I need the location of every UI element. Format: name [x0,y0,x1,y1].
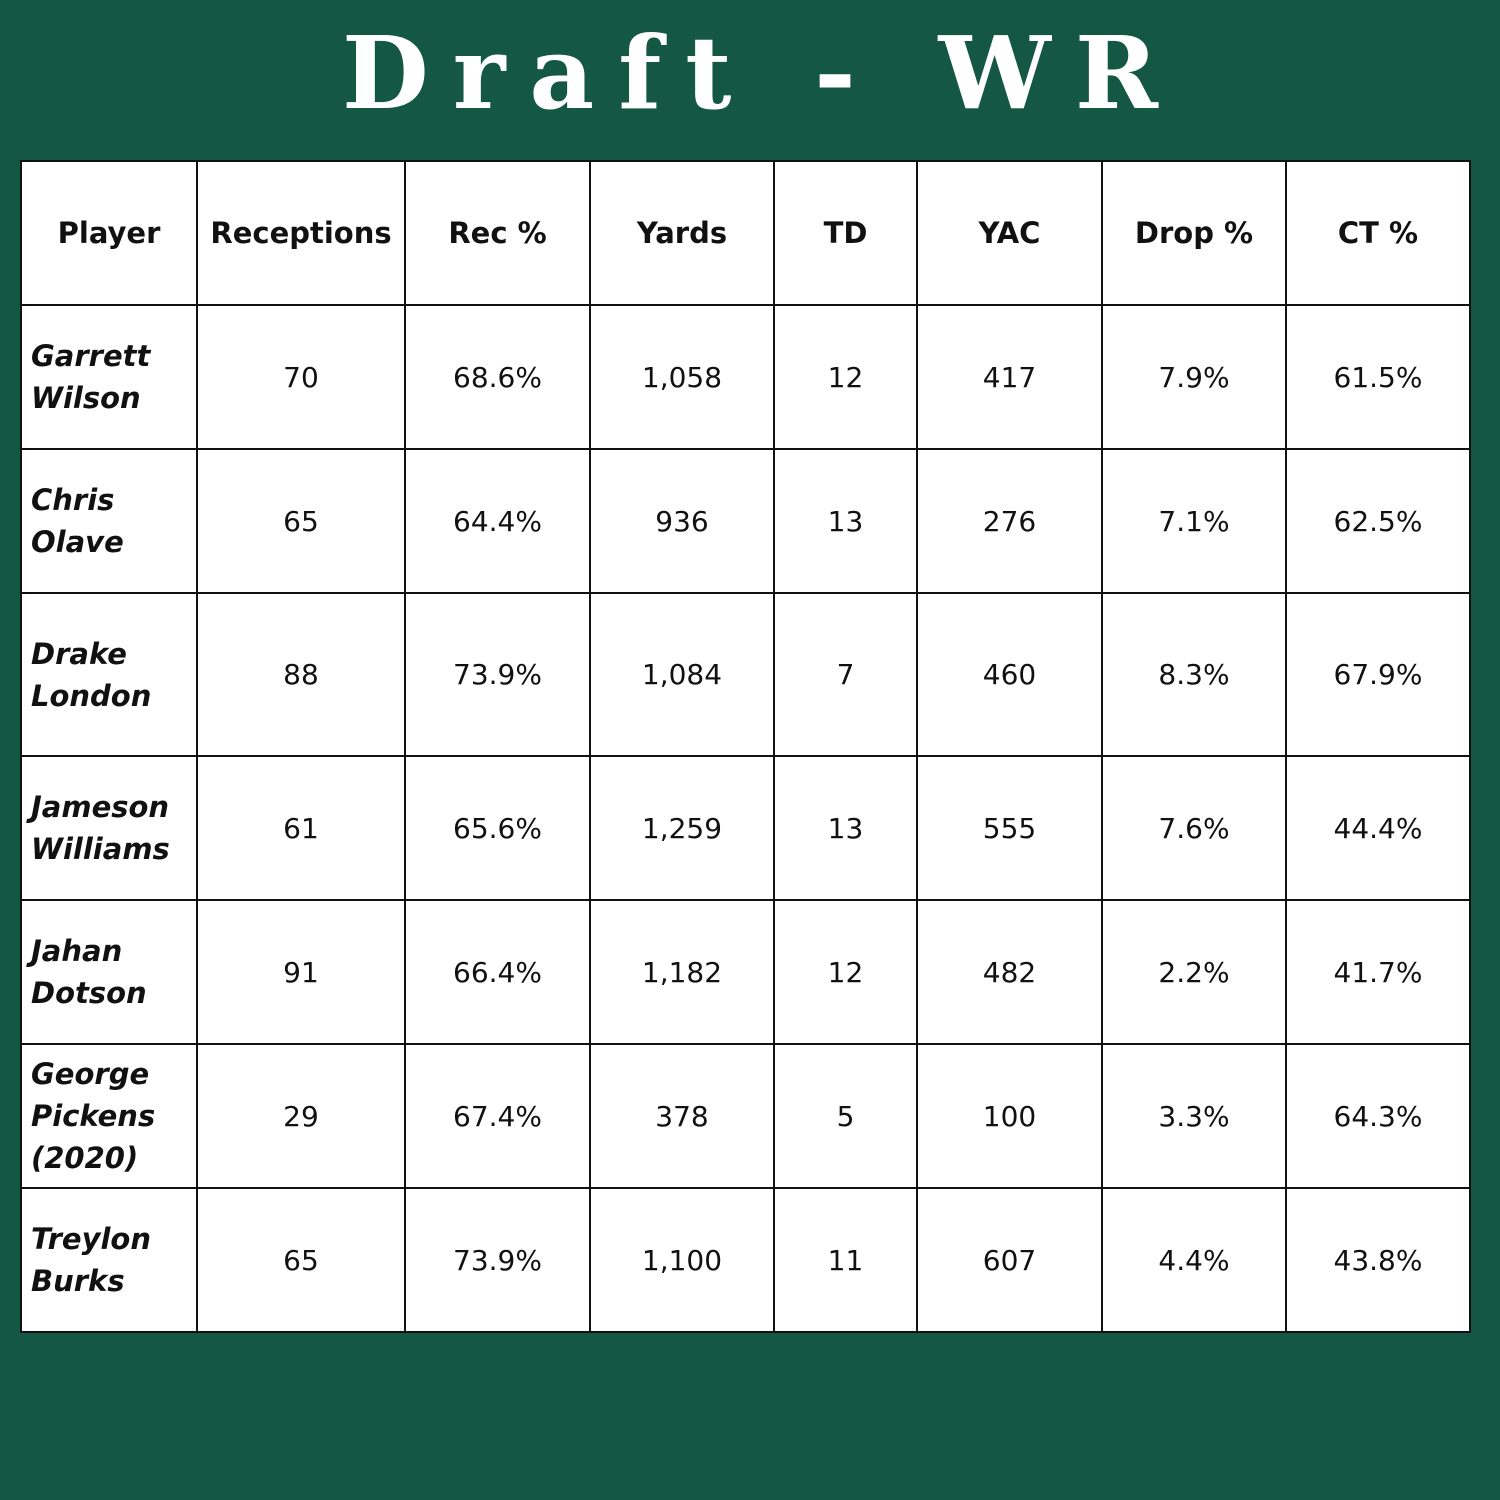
td-cell: 13 [773,755,918,901]
receptions-cell: 29 [196,1043,406,1189]
rec-pct-cell: 66.4% [404,899,591,1045]
yards-cell: 936 [589,448,775,594]
player-name: Jameson Williams [20,755,198,901]
td-cell: 12 [773,899,918,1045]
yac-cell: 482 [916,899,1103,1045]
yards-cell: 1,058 [589,304,775,450]
yards-cell: 378 [589,1043,775,1189]
rec-pct-cell: 73.9% [404,592,591,757]
player-name: Garrett Wilson [20,304,198,450]
table-row: Jahan Dotson 91 66.4% 1,182 12 482 2.2% … [20,899,1471,1045]
table-row: Jameson Williams 61 65.6% 1,259 13 555 7… [20,755,1471,901]
yards-cell: 1,182 [589,899,775,1045]
receptions-cell: 65 [196,448,406,594]
player-name: Drake London [20,592,198,757]
yac-cell: 417 [916,304,1103,450]
drop-pct-cell: 3.3% [1101,1043,1287,1189]
rec-pct-cell: 67.4% [404,1043,591,1189]
player-name: George Pickens (2020) [20,1043,198,1189]
ct-pct-cell: 44.4% [1285,755,1471,901]
table-row: Drake London 88 73.9% 1,084 7 460 8.3% 6… [20,592,1471,757]
yac-cell: 100 [916,1043,1103,1189]
yac-cell: 607 [916,1187,1103,1333]
column-header-drop-pct: Drop % [1101,160,1287,306]
yards-cell: 1,100 [589,1187,775,1333]
rec-pct-cell: 65.6% [404,755,591,901]
drop-pct-cell: 7.9% [1101,304,1287,450]
td-cell: 12 [773,304,918,450]
column-header-yac: YAC [916,160,1103,306]
yac-cell: 276 [916,448,1103,594]
ct-pct-cell: 67.9% [1285,592,1471,757]
stats-table: Player Receptions Rec % Yards TD YAC Dro… [20,160,1471,1333]
yac-cell: 460 [916,592,1103,757]
drop-pct-cell: 2.2% [1101,899,1287,1045]
receptions-cell: 65 [196,1187,406,1333]
ct-pct-cell: 41.7% [1285,899,1471,1045]
column-header-receptions: Receptions [196,160,406,306]
table-row: George Pickens (2020) 29 67.4% 378 5 100… [20,1043,1471,1189]
table-row: Chris Olave 65 64.4% 936 13 276 7.1% 62.… [20,448,1471,594]
yards-cell: 1,084 [589,592,775,757]
rec-pct-cell: 64.4% [404,448,591,594]
column-header-ct-pct: CT % [1285,160,1471,306]
page-title: Draft - WR [342,14,1182,132]
drop-pct-cell: 8.3% [1101,592,1287,757]
column-header-td: TD [773,160,918,306]
ct-pct-cell: 64.3% [1285,1043,1471,1189]
receptions-cell: 61 [196,755,406,901]
td-cell: 5 [773,1043,918,1189]
column-header-player: Player [20,160,198,306]
receptions-cell: 70 [196,304,406,450]
rec-pct-cell: 73.9% [404,1187,591,1333]
player-name: Chris Olave [20,448,198,594]
ct-pct-cell: 43.8% [1285,1187,1471,1333]
column-header-yards: Yards [589,160,775,306]
drop-pct-cell: 7.1% [1101,448,1287,594]
drop-pct-cell: 4.4% [1101,1187,1287,1333]
rec-pct-cell: 68.6% [404,304,591,450]
table-row: Garrett Wilson 70 68.6% 1,058 12 417 7.9… [20,304,1471,450]
drop-pct-cell: 7.6% [1101,755,1287,901]
ct-pct-cell: 62.5% [1285,448,1471,594]
header-row: Player Receptions Rec % Yards TD YAC Dro… [20,160,1471,306]
td-cell: 11 [773,1187,918,1333]
table-row: Treylon Burks 65 73.9% 1,100 11 607 4.4%… [20,1187,1471,1333]
player-name: Treylon Burks [20,1187,198,1333]
receptions-cell: 91 [196,899,406,1045]
column-header-rec-pct: Rec % [404,160,591,306]
ct-pct-cell: 61.5% [1285,304,1471,450]
td-cell: 7 [773,592,918,757]
yac-cell: 555 [916,755,1103,901]
player-name: Jahan Dotson [20,899,198,1045]
td-cell: 13 [773,448,918,594]
yards-cell: 1,259 [589,755,775,901]
receptions-cell: 88 [196,592,406,757]
